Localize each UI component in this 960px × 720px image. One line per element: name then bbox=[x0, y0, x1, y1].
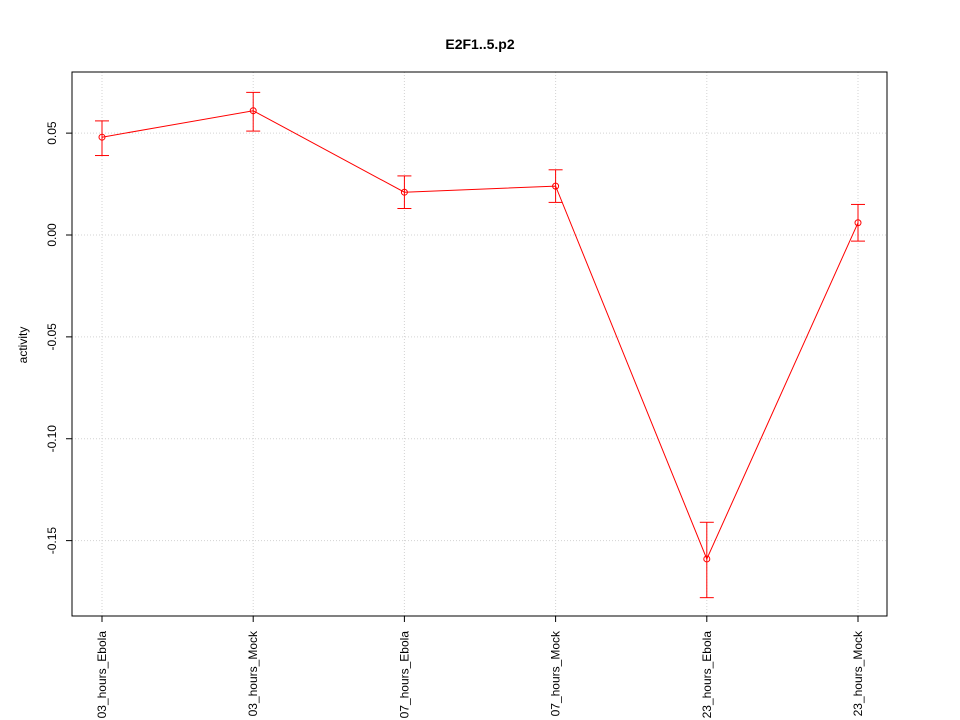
x-tick-label: 07_hours_Mock bbox=[549, 630, 563, 716]
data-point bbox=[552, 182, 560, 190]
data-point bbox=[98, 133, 106, 141]
y-axis-label: activity bbox=[16, 327, 30, 364]
data-point bbox=[703, 555, 711, 563]
x-tick-label: 03_hours_Ebola bbox=[95, 631, 109, 719]
plot-frame bbox=[71, 71, 888, 617]
x-tick-label: 23_hours_Mock bbox=[851, 630, 865, 716]
y-tick-label: -0.05 bbox=[45, 323, 59, 351]
series-layer bbox=[95, 91, 865, 599]
data-point bbox=[249, 107, 257, 115]
y-tick-label: -0.10 bbox=[45, 425, 59, 453]
chart-title: E2F1..5.p2 bbox=[445, 36, 514, 52]
y-tick-label: 0.05 bbox=[45, 121, 59, 145]
x-tick-label: 07_hours_Ebola bbox=[397, 631, 411, 719]
data-point bbox=[854, 219, 862, 227]
data-point bbox=[400, 188, 408, 196]
grid bbox=[72, 72, 887, 616]
series-line bbox=[101, 110, 859, 561]
axes: -0.15 -0.10 -0.05 0.00 0.05 03_hours_Ebola 03_… bbox=[45, 121, 865, 718]
y-tick-label: -0.15 bbox=[45, 527, 59, 555]
x-tick-label: 03_hours_Mock bbox=[246, 630, 260, 716]
y-tick-label: 0.00 bbox=[45, 223, 59, 247]
x-tick-label: 23_hours_Ebola bbox=[700, 631, 714, 719]
